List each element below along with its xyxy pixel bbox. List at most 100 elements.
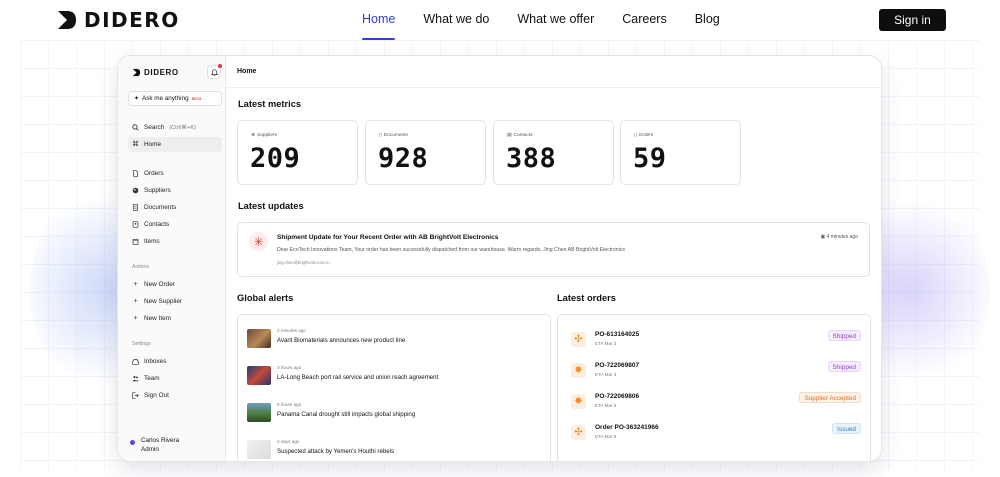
sign-in-button[interactable]: Sign in <box>879 9 946 31</box>
alert-title: Avant Biomaterials announces new product… <box>277 337 406 344</box>
order-icon: ✣ <box>571 425 586 440</box>
sparkle-icon: ✦ <box>134 96 140 102</box>
orders-title: Latest orders <box>557 293 616 303</box>
app-logo[interactable]: DIDERO <box>132 68 179 77</box>
update-title: Shipment Update for Your Recent Order wi… <box>277 234 499 241</box>
order-row[interactable]: ✣ Order PO-363241966 ETA Mar 6 Issued <box>571 422 861 446</box>
alert-time: 2 minutes ago <box>277 328 306 333</box>
sidebar-item-label: Suppliers <box>144 187 171 194</box>
order-eta: ETA Mar 6 <box>595 434 617 439</box>
inbox-icon <box>132 358 139 365</box>
notifications-button[interactable] <box>207 64 222 79</box>
sign-out-icon <box>132 392 139 399</box>
divider <box>226 87 881 88</box>
app-brand: DIDERO <box>144 68 179 77</box>
update-card[interactable]: ✳ Shipment Update for Your Recent Order … <box>237 222 870 277</box>
metric-card-orders[interactable]: ▯ Orders 59 <box>620 120 741 185</box>
beta-badge: BETA <box>191 96 202 101</box>
sidebar-item-label: Orders <box>144 170 164 177</box>
file-icon: ▯ <box>634 133 637 138</box>
calendar-icon: ▣ <box>820 234 826 240</box>
sidebar-item-label: Inboxes <box>144 358 167 365</box>
status-badge: Supplier Accepted <box>799 392 861 403</box>
alert-thumbnail <box>247 366 271 385</box>
order-id: PO-722069807 <box>595 362 640 369</box>
alert-time: 2 days ago <box>277 439 300 444</box>
breadcrumb: Home <box>237 68 257 75</box>
alert-title: LA-Long Beach port rail service and unio… <box>277 374 439 381</box>
plus-icon: + <box>133 298 138 305</box>
sidebar-item-orders[interactable]: Orders <box>128 166 222 181</box>
file-icon <box>132 170 139 177</box>
update-time: ▣ 4 minutes ago <box>820 234 858 240</box>
ask-me-anything-button[interactable]: ✦ Ask me anything BETA <box>128 91 222 106</box>
sidebar-item-inboxes[interactable]: Inboxes <box>128 354 222 369</box>
metric-card-suppliers[interactable]: ⊕ Suppliers 209 <box>237 120 358 185</box>
metric-label: Contacts <box>513 133 533 138</box>
metric-label: Orders <box>638 133 654 138</box>
order-icon: ✣ <box>571 332 586 347</box>
actions-section-label: Actions <box>132 264 150 270</box>
bell-icon <box>210 68 218 76</box>
site-header: DIDERO Home What we do What we offer Car… <box>0 0 1000 42</box>
update-body: Dear EcoTech Innovations Team, Your orde… <box>277 247 626 253</box>
box-icon <box>132 238 139 245</box>
sidebar-item-home[interactable]: ⌘ Home <box>128 137 222 152</box>
metric-card-documents[interactable]: ▯ Documents 928 <box>365 120 486 185</box>
metric-card-contacts[interactable]: ▤ Contacts 388 <box>493 120 614 185</box>
main-content: Home Latest metrics ⊕ Suppliers 209 ▯ Docu… <box>226 56 881 461</box>
plus-icon: + <box>133 315 138 322</box>
alert-thumbnail <box>247 329 271 348</box>
search-button[interactable]: Search (Ctrl/⌘+K) <box>128 120 222 135</box>
global-alerts-panel: 2 minutes ago Avant Biomaterials announc… <box>237 314 551 461</box>
new-item-button[interactable]: + New Item <box>128 311 222 326</box>
update-sender: jing.chen@brightvolt.com.cn <box>277 260 330 265</box>
nav-careers[interactable]: Careers <box>622 12 667 26</box>
alert-item[interactable]: 2 days ago Suspected attack by Yemen's H… <box>247 436 537 461</box>
user-profile[interactable]: Carlos Rivera Admin <box>130 436 179 454</box>
nav-home[interactable]: Home <box>362 12 396 40</box>
alerts-title: Global alerts <box>237 293 294 303</box>
order-row[interactable]: ✸ PO-722069807 ETA Mar 3 Shipped <box>571 360 861 384</box>
didero-logo-icon <box>58 11 76 29</box>
plus-icon: + <box>133 281 138 288</box>
command-icon: ⌘ <box>132 141 139 148</box>
order-row[interactable]: ✣ PO-613164025 ETA Mar 3 Shipped <box>571 329 861 353</box>
search-shortcut: (Ctrl/⌘+K) <box>169 124 196 131</box>
site-logo[interactable]: DIDERO <box>56 8 180 32</box>
order-eta: ETA Mar 3 <box>595 372 617 377</box>
sidebar-item-contacts[interactable]: Contacts <box>128 217 222 232</box>
metric-label: Suppliers <box>257 133 278 138</box>
sidebar-item-label: Documents <box>144 204 177 211</box>
order-row[interactable]: ✸ PO-722069806 ETA Mar 5 Supplier Accept… <box>571 391 861 415</box>
ask-label: Ask me anything <box>142 95 189 102</box>
new-supplier-button[interactable]: + New Supplier <box>128 294 222 309</box>
updates-title: Latest updates <box>238 201 304 211</box>
metric-label: Documents <box>383 133 408 138</box>
contacts-icon <box>132 221 139 228</box>
nav-blog[interactable]: Blog <box>694 12 720 26</box>
sidebar-item-suppliers[interactable]: Suppliers <box>128 183 222 198</box>
order-eta: ETA Mar 5 <box>595 403 617 408</box>
search-icon <box>132 124 139 131</box>
alert-item[interactable]: 2 minutes ago Avant Biomaterials announc… <box>247 325 537 351</box>
nav-what-we-do[interactable]: What we do <box>423 12 490 26</box>
sidebar-item-team[interactable]: Team <box>128 371 222 386</box>
sidebar-item-label: Sign Out <box>144 392 169 399</box>
alert-item[interactable]: 5 hours ago Panama Canal drought still i… <box>247 399 537 425</box>
order-id: Order PO-363241966 <box>595 424 659 431</box>
metric-value: 209 <box>250 143 301 174</box>
latest-orders-panel: ✣ PO-613164025 ETA Mar 3 Shipped ✸ PO-72… <box>557 314 871 461</box>
sidebar-item-documents[interactable]: Documents <box>128 200 222 215</box>
alert-item[interactable]: 3 hours ago LA-Long Beach port rail serv… <box>247 362 537 388</box>
order-icon: ✸ <box>571 363 586 378</box>
nav-what-we-offer[interactable]: What we offer <box>517 12 595 26</box>
order-eta: ETA Mar 3 <box>595 341 617 346</box>
document-icon <box>132 204 139 211</box>
sidebar-item-items[interactable]: Items <box>128 234 222 249</box>
new-order-button[interactable]: + New Order <box>128 277 222 292</box>
sign-out-button[interactable]: Sign Out <box>128 388 222 403</box>
suppliers-icon: ⊕ <box>251 133 256 138</box>
team-icon <box>132 375 139 382</box>
